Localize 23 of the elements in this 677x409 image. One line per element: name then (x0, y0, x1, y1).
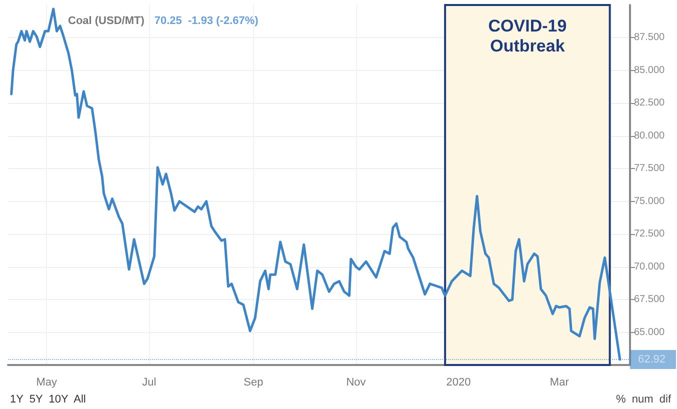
ref-line-label: 62.92 (638, 354, 666, 366)
y-tick-label: 85.000 (634, 64, 666, 76)
y-tick-label: 87.500 (634, 32, 666, 44)
y-tick-label: 67.500 (634, 294, 666, 306)
y-tick-label: 65.000 (634, 326, 666, 338)
x-tick-label: Sep (244, 376, 264, 388)
line-series (10, 8, 622, 361)
x-tick-label: May (36, 376, 58, 388)
y-tick-label: 75.000 (634, 196, 666, 207)
y-tick-label: 82.500 (634, 98, 666, 109)
y-tick-label: 70.000 (634, 261, 666, 272)
y-tick-label: 80.000 (634, 130, 666, 142)
x-tick-label: Mar (550, 376, 570, 388)
x-tick-label: 2020 (446, 376, 471, 388)
x-tick-label: Jul (142, 376, 156, 388)
y-tick-label: 72.500 (634, 228, 666, 240)
y-tick-label: 77.500 (634, 163, 666, 174)
x-tick-label: Nov (346, 376, 366, 388)
text: 1Y 5Y 10Y All (10, 394, 86, 406)
text: Coal (USD/MT) (68, 15, 145, 27)
text: 70.25 -1.93 (-2.67%) (154, 15, 259, 27)
text: % num dif (616, 394, 672, 406)
band-label: COVID-19 Outbreak (488, 16, 567, 56)
